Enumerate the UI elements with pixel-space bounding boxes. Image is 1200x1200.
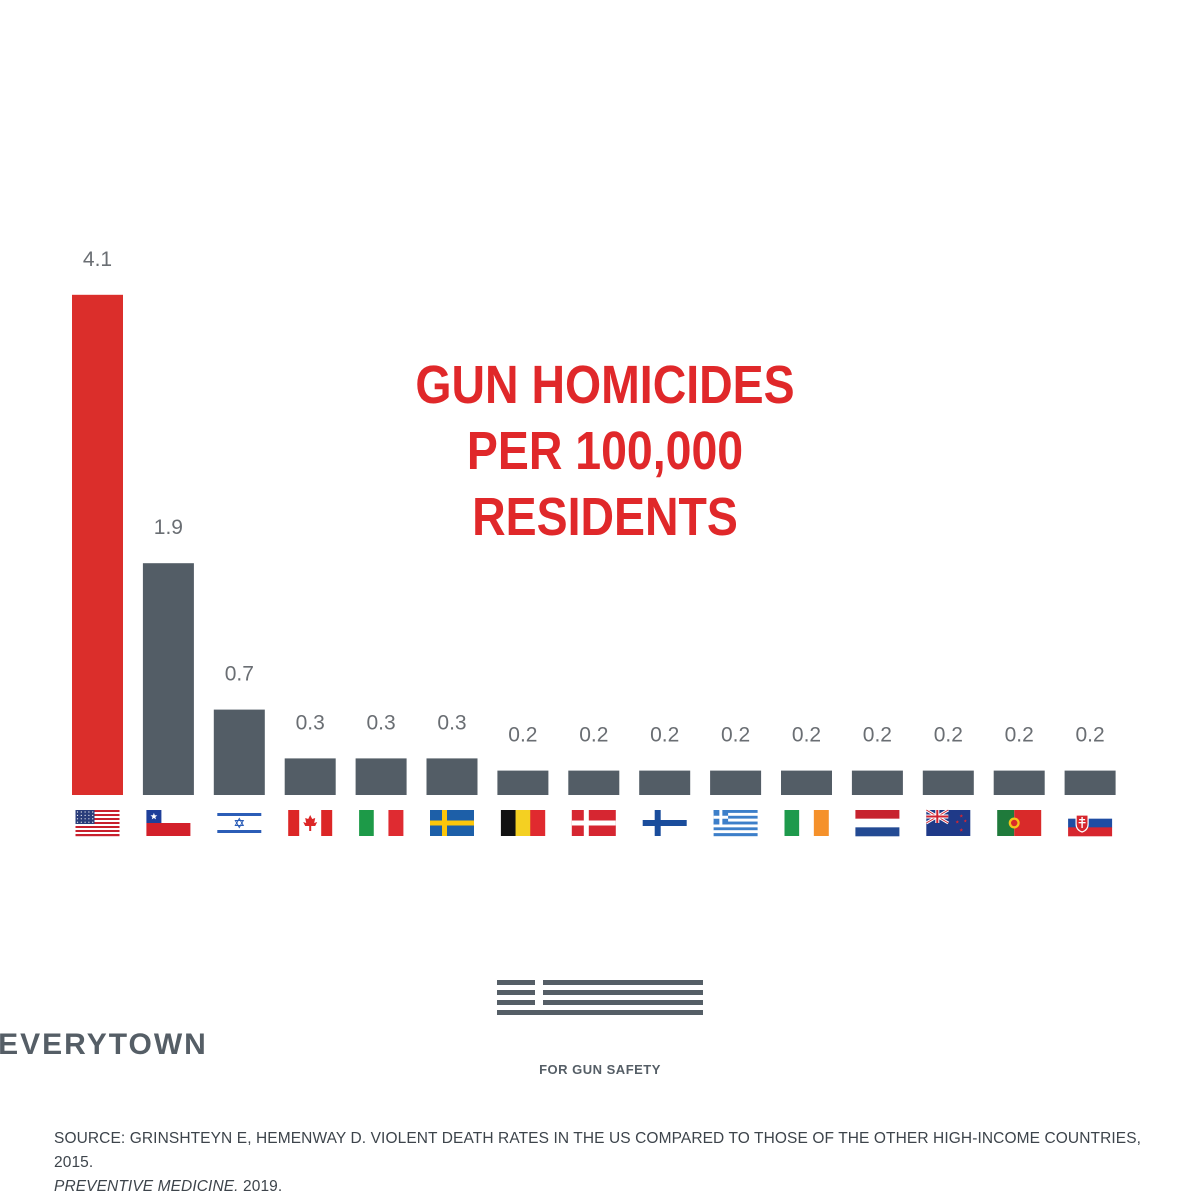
bar-ireland [781,770,832,795]
source-citation: SOURCE: GRINSHTEYN E, HEMENWAY D. VIOLEN… [54,1127,1154,1199]
bar-belgium [497,770,549,795]
bar-israel [213,709,265,795]
source-year: 2019. [238,1178,283,1195]
bar-chile [142,563,194,795]
value-label-canada: 0.3 [296,711,325,734]
source-line-1: SOURCE: GRINSHTEYN E, HEMENWAY D. VIOLEN… [54,1130,1142,1171]
finland-flag-icon [642,810,687,836]
bar-united-states [72,294,123,795]
value-label-denmark: 0.2 [579,724,608,747]
bar-greece [710,770,762,795]
value-label-sweden: 0.3 [437,711,466,734]
value-label-netherlands: 0.2 [863,724,892,747]
value-label-united-states: 4.1 [83,248,112,271]
chile-flag-icon [146,810,191,836]
everytown-logo [497,980,703,1080]
value-label-ireland: 0.2 [792,724,821,747]
bar-finland [639,770,691,795]
italy-flag-icon [359,810,404,836]
netherlands-flag-icon [855,810,900,837]
bar-canada [284,758,336,795]
sweden-flag-icon [430,810,474,836]
new-zealand-flag-icon [925,808,971,836]
logo-wordmark: EVERYTOWN [0,1028,208,1061]
chart-title-line-1: GUN HOMICIDES [415,355,795,415]
us-flag-icon [75,810,120,837]
bar-new-zealand [922,770,974,795]
israel-flag-icon [217,810,262,836]
chart-title: GUN HOMICIDES PER 100,000 RESIDENTS [343,352,868,550]
denmark-flag-icon [571,810,616,836]
slovakia-flag-icon [1068,810,1113,837]
value-label-slovakia: 0.2 [1075,724,1104,747]
value-label-chile: 1.9 [154,516,183,539]
bar-chart: 4.1 1.9 0.7 0.3 0.3 0.3 0.2 0.2 0.2 0.2 0.2 0.2 0.2 0… [72,248,1116,837]
source-journal: PREVENTIVE MEDICINE. [54,1178,239,1195]
logo-tagline: FOR GUN SAFETY [539,1062,661,1077]
portugal-flag-icon [997,810,1042,836]
value-label-italy: 0.3 [366,711,395,734]
bar-portugal [993,770,1045,795]
logo-stripes-icon [497,980,703,1016]
bar-denmark [568,770,620,795]
source-line-2: PREVENTIVE MEDICINE. 2019. [54,1175,1154,1199]
canada-flag-icon [288,810,333,836]
value-label-portugal: 0.2 [1005,724,1034,747]
value-label-new-zealand: 0.2 [934,724,963,747]
belgium-flag-icon [500,810,546,836]
chart-title-line-2: PER 100,000 RESIDENTS [466,421,744,547]
value-label-greece: 0.2 [721,724,750,747]
bar-slovakia [1064,770,1116,795]
value-label-finland: 0.2 [650,724,679,747]
bar-sweden [426,758,478,795]
greece-flag-icon [713,810,758,837]
ireland-flag-icon [784,810,829,836]
bar-italy [355,758,407,795]
value-label-israel: 0.7 [225,663,254,686]
value-label-belgium: 0.2 [508,724,537,747]
bar-netherlands [851,770,903,795]
